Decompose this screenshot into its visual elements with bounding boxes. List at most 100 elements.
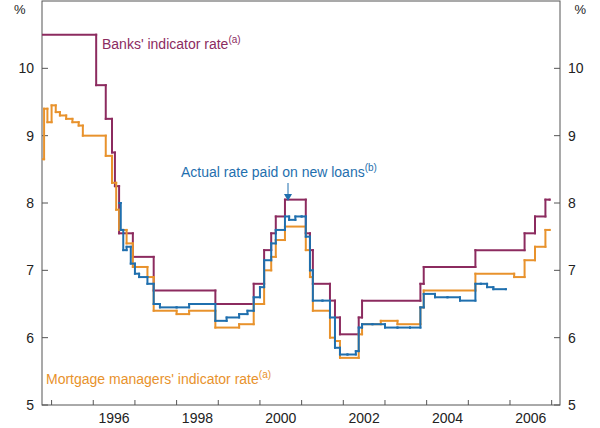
y-tick-label: 6 — [26, 330, 34, 346]
step-riser — [214, 291, 216, 304]
y-tick-label: 8 — [568, 195, 576, 211]
step-segment — [424, 290, 476, 292]
step-riser — [423, 294, 425, 307]
step-segment — [525, 232, 535, 234]
step-riser — [153, 277, 155, 311]
step-riser — [544, 200, 546, 217]
x-minor-tick — [301, 400, 302, 405]
annotation-footnote: (b) — [365, 162, 377, 173]
step-riser — [534, 247, 536, 260]
step-segment — [276, 229, 285, 231]
step-segment — [215, 327, 239, 329]
step-segment — [347, 354, 355, 356]
step-segment — [139, 276, 147, 278]
y-unit: % — [14, 2, 26, 17]
y-tick-label: 5 — [26, 397, 34, 413]
x-tick-label: 2004 — [432, 410, 463, 426]
x-minor-tick — [218, 400, 219, 405]
x-minor-tick — [509, 400, 510, 405]
step-segment — [96, 84, 106, 86]
step-riser — [105, 136, 107, 156]
y-tick — [554, 405, 560, 406]
series-group — [42, 35, 550, 358]
step-segment — [189, 310, 215, 312]
step-riser — [284, 216, 286, 229]
x-minor-tick — [51, 400, 52, 405]
step-segment — [177, 313, 190, 315]
step-segment — [133, 256, 154, 258]
x-minor-tick — [93, 400, 94, 405]
step-segment — [254, 283, 264, 285]
y-tick — [42, 203, 48, 204]
step-riser — [524, 260, 526, 277]
step-riser — [334, 301, 336, 318]
arrow-head — [284, 194, 292, 201]
step-riser — [153, 284, 155, 304]
step-riser — [358, 328, 360, 352]
step-segment — [83, 135, 106, 137]
step-riser — [339, 348, 341, 355]
page: {"chart_data": { "type": "line", "ylabel… — [0, 0, 600, 428]
y-tick — [554, 270, 560, 271]
x-tick-label: 2000 — [265, 410, 296, 426]
step-segment — [362, 323, 372, 325]
y-tick-label: 10 — [568, 60, 584, 76]
step-segment — [313, 310, 330, 312]
x-minor-tick — [384, 400, 385, 405]
step-riser — [120, 203, 122, 230]
x-tick-label: 2002 — [349, 410, 380, 426]
step-segment — [264, 269, 271, 271]
step-riser — [51, 105, 53, 122]
step-riser — [105, 85, 107, 119]
step-riser — [43, 109, 45, 160]
step-segment — [545, 199, 549, 201]
x-minor-tick — [426, 400, 427, 405]
y-tick-label: 7 — [26, 262, 34, 278]
step-riser — [284, 200, 286, 217]
y-tick-label: 10 — [18, 60, 34, 76]
step-segment — [514, 276, 524, 278]
annotation-footnote: (a) — [228, 34, 240, 45]
x-minor-tick — [134, 400, 135, 405]
step-segment — [475, 249, 524, 251]
step-segment — [313, 300, 323, 302]
step-riser — [95, 35, 97, 85]
step-riser — [146, 267, 148, 277]
step-segment — [424, 293, 435, 295]
step-segment — [397, 327, 410, 329]
step-riser — [524, 233, 526, 250]
annotation: Actual rate paid on new loans(b) — [181, 162, 377, 180]
step-riser — [275, 230, 277, 243]
y-tick-label: 7 — [568, 262, 576, 278]
step-riser — [253, 297, 255, 310]
step-segment — [424, 266, 476, 268]
step-riser — [126, 230, 128, 243]
step-riser — [361, 301, 363, 318]
x-tick-label: 2006 — [515, 410, 546, 426]
step-riser — [329, 284, 331, 301]
step-segment — [42, 34, 96, 36]
step-riser — [55, 105, 57, 112]
step-segment — [535, 246, 545, 248]
x-minor-tick — [343, 400, 344, 405]
step-riser — [270, 243, 272, 260]
step-riser — [263, 260, 265, 287]
step-riser — [130, 247, 132, 264]
x-tick-label: 1998 — [182, 410, 213, 426]
step-riser — [305, 216, 307, 236]
step-segment — [264, 259, 271, 261]
step-riser — [361, 324, 363, 334]
step-segment — [154, 310, 177, 312]
x-tick-label: 1996 — [99, 410, 130, 426]
x-minor-tick — [551, 400, 552, 405]
step-segment — [154, 290, 216, 292]
step-segment — [545, 229, 549, 231]
step-riser — [259, 287, 261, 297]
step-segment — [313, 283, 330, 285]
step-riser — [114, 153, 116, 187]
step-segment — [535, 215, 545, 217]
annotation: Mortgage managers' indicator rate(a) — [46, 369, 271, 387]
y-tick — [42, 68, 48, 69]
step-segment — [493, 288, 506, 290]
annotation-text: Mortgage managers' indicator rate — [46, 371, 259, 387]
